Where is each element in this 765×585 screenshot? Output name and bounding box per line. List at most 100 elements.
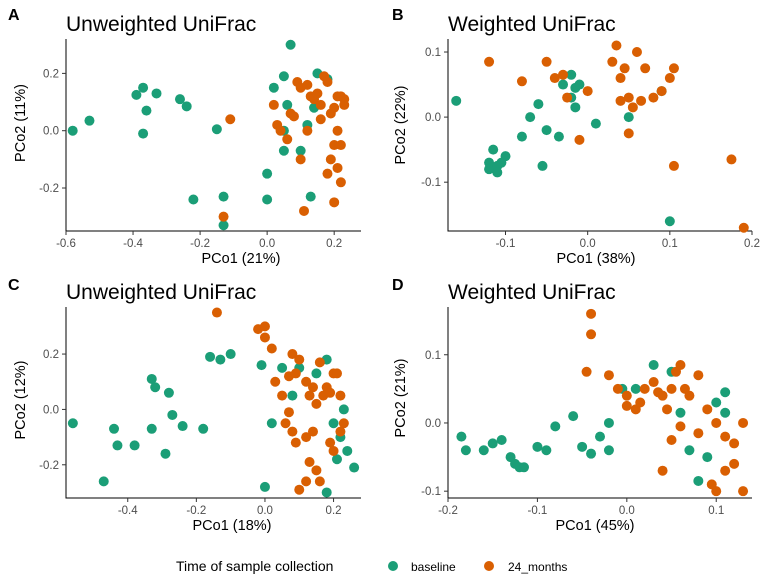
panel-b-point-24-months: [623, 92, 634, 103]
panel-c-point-baseline: [277, 362, 288, 373]
panel-d-label: D: [392, 277, 404, 294]
panel-b-point-24-months: [541, 56, 552, 67]
panel-c-point-24-months: [314, 357, 325, 368]
panel-b-point-24-months: [549, 73, 560, 84]
panel-d-point-24-months: [738, 417, 749, 428]
panel-b-point-24-months: [664, 73, 675, 84]
panel-d-point-24-months: [639, 383, 650, 394]
panel-c-point-baseline: [321, 487, 332, 498]
panel-d-point-24-months: [702, 404, 713, 415]
panel-b-point-24-months: [648, 92, 659, 103]
panel-b-point-24-months: [726, 154, 737, 165]
panel-c-xtick-label: 0.0: [257, 505, 273, 517]
panel-c-point-24-months: [301, 376, 312, 387]
panel-d-point-24-months: [693, 428, 704, 439]
panel-c-point-24-months: [311, 465, 322, 476]
panel-c-point-24-months: [304, 457, 315, 468]
panel-b: B Weighted UniFrac PCo1 (38%) PCo2 (22%)…: [392, 7, 760, 267]
panel-a-point-baseline: [218, 191, 229, 202]
panel-d-ytick-label: -0.1: [421, 486, 441, 498]
panel-b-point-baseline: [537, 160, 548, 171]
panel-d-xtick-label: -0.1: [527, 505, 547, 517]
panel-c-point-24-months: [280, 418, 291, 429]
panel-c-xlabel: PCo1 (18%): [193, 518, 272, 534]
panel-a-point-baseline: [138, 128, 149, 139]
panel-a-point-baseline: [278, 71, 289, 82]
panel-a-xtick-label: 0.0: [259, 238, 275, 250]
panel-c-point-24-months: [335, 426, 346, 437]
panel-d-point-24-months: [635, 397, 646, 408]
panel-a-point-baseline: [211, 124, 222, 135]
panel-a-point-baseline: [285, 39, 296, 50]
panel-a-point-baseline: [218, 220, 229, 231]
panel-b-point-24-months: [668, 63, 679, 74]
panel-c-point-24-months: [331, 368, 342, 379]
panel-a-point-baseline: [305, 191, 316, 202]
panel-d-point-24-months: [662, 404, 673, 415]
panel-d-point-24-months: [675, 421, 686, 432]
panel-d-point-24-months: [666, 383, 677, 394]
panel-b-point-baseline: [451, 95, 462, 106]
panel-d-point-24-months: [729, 438, 740, 449]
panel-c-point-24-months: [287, 426, 298, 437]
panel-a-point-baseline: [138, 82, 149, 93]
panel-c-point-24-months: [287, 349, 298, 360]
panel-d-xtick-label: -0.2: [438, 505, 458, 517]
panel-d-point-baseline: [541, 445, 552, 456]
panel-c-point-baseline: [198, 423, 209, 434]
panel-b-point-24-months: [582, 86, 593, 97]
panel-b-title: Weighted UniFrac: [448, 13, 616, 36]
panel-d-point-baseline: [460, 445, 471, 456]
panel-d-point-baseline: [577, 441, 588, 452]
panel-d-point-24-months: [621, 400, 632, 411]
panel-c-point-24-months: [277, 390, 288, 401]
panel-b-point-24-months: [574, 134, 585, 145]
panel-c-point-24-months: [307, 382, 318, 393]
panel-b-point-24-months: [627, 102, 638, 113]
panel-d-point-24-months: [657, 390, 668, 401]
panel-a-ylabel: PCo2 (11%): [13, 84, 29, 162]
panel-c-point-24-months: [294, 484, 305, 495]
panel-a-point-24-months: [295, 154, 306, 165]
panel-a-xtick-label: -0.6: [56, 238, 76, 250]
legend-label-baseline: baseline: [411, 560, 456, 574]
panel-c-point-baseline: [146, 373, 157, 384]
panel-d-point-baseline: [720, 387, 731, 398]
panel-d-point-24-months: [738, 486, 749, 497]
panel-b-point-baseline: [525, 112, 536, 123]
panel-a-point-baseline: [141, 105, 152, 116]
panel-b-label: B: [392, 7, 404, 24]
panel-a-point-24-months: [225, 114, 236, 125]
panel-d-point-24-months: [581, 366, 592, 377]
panel-c: C Unweighted UniFrac PCo1 (18%) PCo2 (12…: [8, 277, 361, 534]
panel-a-point-24-months: [268, 99, 279, 110]
panel-d-point-baseline: [702, 452, 713, 463]
panel-a-point-24-months: [299, 205, 310, 216]
panel-c-point-24-months: [290, 368, 301, 379]
panel-b-ytick-label: 0.1: [425, 47, 441, 59]
panel-c-point-baseline: [331, 454, 342, 465]
panel-b-point-24-months: [484, 56, 495, 67]
panel-d-point-baseline: [550, 421, 561, 432]
panel-d-point-baseline: [630, 383, 641, 394]
panel-a-xlabel: PCo1 (21%): [202, 251, 281, 267]
panel-a-point-24-months: [339, 99, 350, 110]
panel-d-title: Weighted UniFrac: [448, 281, 616, 304]
panel-b-ylabel: PCo2 (22%): [393, 86, 409, 165]
panel-a-ytick-label: 0.0: [43, 126, 59, 138]
legend-marker-24-months: [484, 561, 494, 571]
panel-a-point-24-months: [288, 111, 299, 122]
panel-c-ytick-label: 0.2: [43, 349, 59, 361]
panel-b-point-24-months: [640, 63, 651, 74]
panel-d-point-24-months: [586, 329, 597, 340]
panel-b-point-24-months: [562, 92, 573, 103]
panel-a-point-24-months: [282, 134, 293, 145]
legend: Time of sample collection baseline 24_mo…: [176, 558, 567, 574]
panel-c-point-baseline: [338, 404, 349, 415]
panel-c-point-24-months: [301, 476, 312, 487]
panel-c-label: C: [8, 277, 20, 294]
panel-c-point-24-months: [328, 445, 339, 456]
panel-c-point-baseline: [112, 440, 123, 451]
legend-title: Time of sample collection: [176, 558, 333, 574]
panel-c-point-baseline: [146, 423, 157, 434]
